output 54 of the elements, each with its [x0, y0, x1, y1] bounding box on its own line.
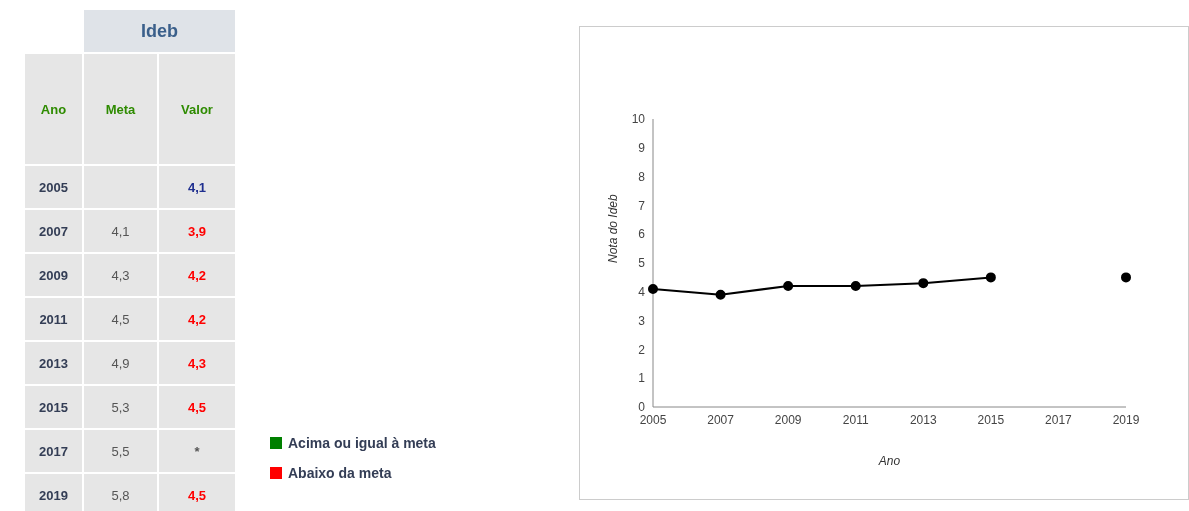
y-tick-label: 4 [638, 285, 646, 300]
y-tick-label: 2011 [25, 298, 82, 340]
x-tick-label: 2007 [707, 412, 735, 427]
x-tick-label: Meta [84, 54, 157, 164]
data-label: 5,8 [84, 474, 157, 511]
data-label: 4,5 [159, 474, 235, 511]
data-label: 4,5 [159, 386, 235, 428]
data-label: 5,3 [84, 386, 157, 428]
point [783, 281, 794, 292]
data-label: 4,1 [84, 210, 157, 252]
point [918, 278, 929, 289]
x-tick-label: 2013 [909, 412, 937, 427]
point [985, 272, 996, 283]
text: Abaixo da meta [288, 465, 392, 481]
y-tick-label: 9 [638, 141, 646, 156]
data-label: 4,3 [84, 254, 157, 296]
y-axis-title: Nota do Ideb [606, 193, 621, 263]
y-tick-label: 7 [638, 198, 646, 213]
y-tick-label: 1 [638, 371, 646, 386]
x-tick-label: 2009 [774, 412, 802, 427]
chart-title: Ideb [84, 10, 235, 52]
point [715, 289, 726, 300]
data-label: 4,9 [84, 342, 157, 384]
text: Acima ou igual à meta [288, 435, 436, 451]
y-tick-label: 2007 [25, 210, 82, 252]
point [850, 281, 861, 292]
y-tick-label: 2 [638, 342, 646, 357]
point [648, 283, 658, 294]
y-tick-label: 5 [638, 256, 646, 271]
x-tick-label: 2017 [1045, 412, 1073, 427]
data-label: 3,9 [159, 210, 235, 252]
text: * [194, 443, 200, 459]
data-label: 4,2 [159, 254, 235, 296]
y-tick-label: 2009 [25, 254, 82, 296]
y-tick-label: 0 [638, 400, 646, 415]
point [1121, 272, 1131, 283]
y-tick-label: 6 [638, 227, 646, 242]
y-tick-label: 2019 [25, 474, 82, 511]
x-tick-label: Valor [159, 54, 235, 164]
data-label: 4,3 [159, 342, 235, 384]
x-axis-title: Ano [877, 454, 901, 468]
y-tick-label: 3 [638, 313, 646, 328]
y-axis-title: Ano [25, 54, 82, 164]
data-label: 4,2 [159, 298, 235, 340]
y-tick-label: 8 [638, 169, 646, 184]
y-tick-label: 2005 [25, 166, 82, 208]
x-tick-label: 2019 [1112, 412, 1140, 427]
y-tick-label: 10 [631, 112, 646, 127]
data-label: 4,1 [159, 166, 235, 208]
x-tick-label: 2011 [842, 412, 869, 427]
x-tick-label: 2015 [977, 412, 1005, 427]
y-tick-label: 2013 [25, 342, 82, 384]
data-label: 4,5 [84, 298, 157, 340]
data-label: 5,5 [84, 430, 157, 472]
